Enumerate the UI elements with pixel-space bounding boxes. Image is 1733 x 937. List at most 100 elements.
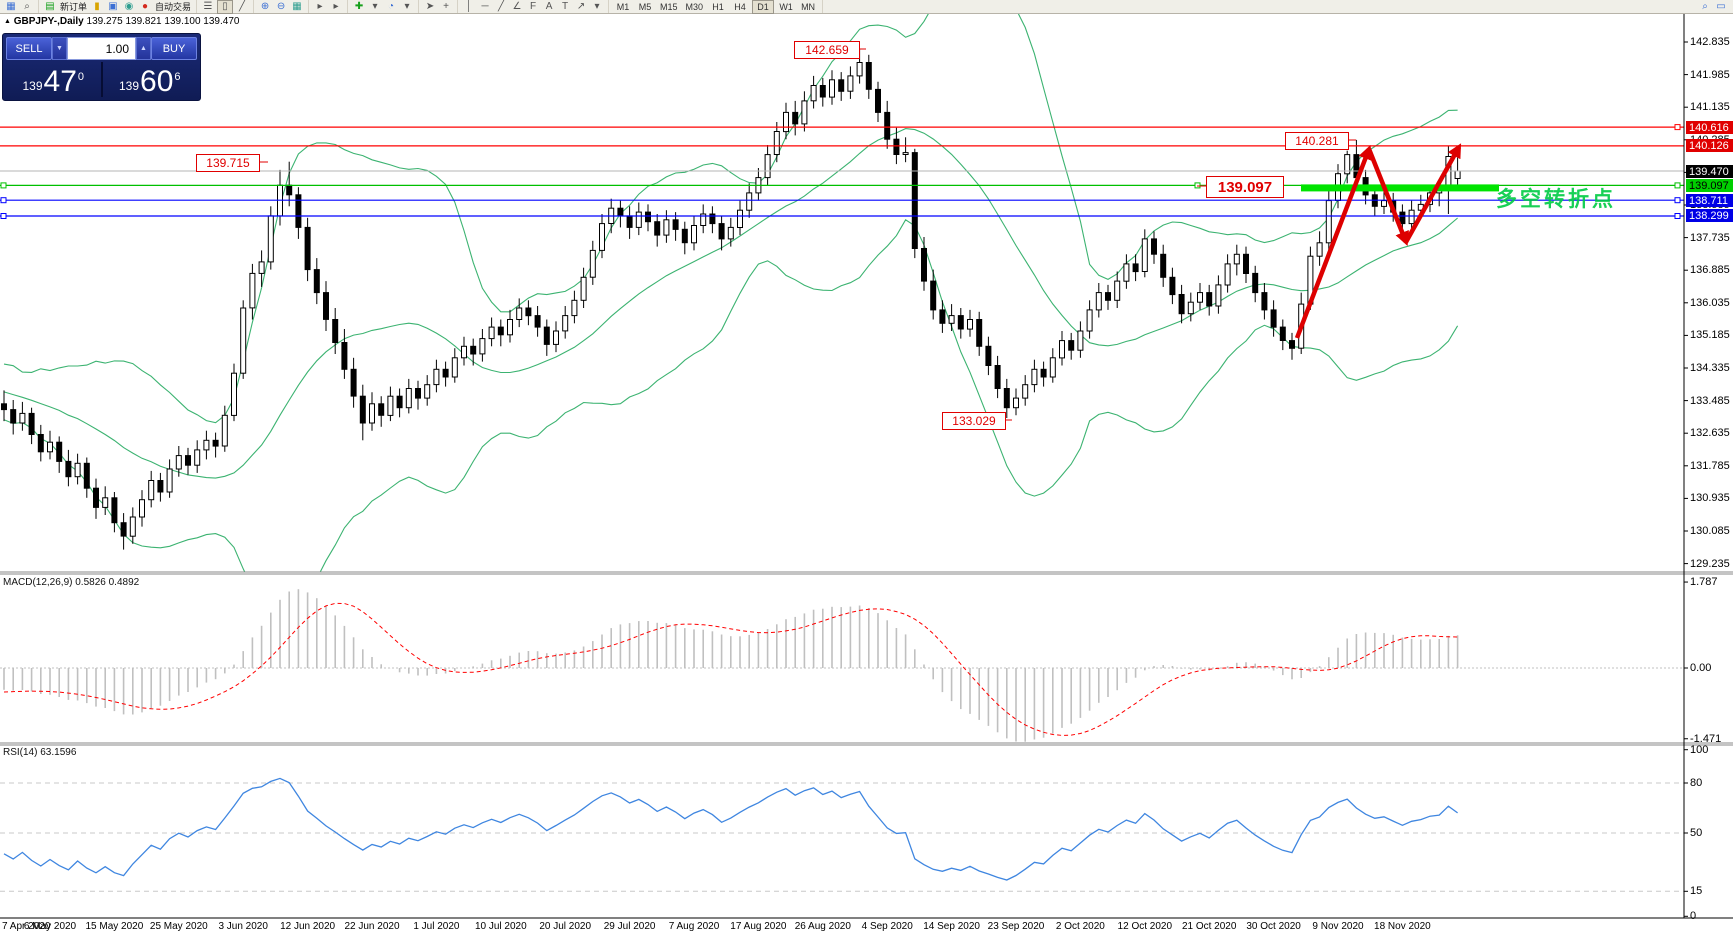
main-toolbar: ▦ ⌕ ▤ 新订单 ▮ ▣ ◉ ● 自动交易 ☰ ▯ ╱ ⊕ ⊖ ▦ ▸ ▸ ✚ ▾ ◔ ▾ ➤ + │ ─ ╱ ∠ F A T ↗ ▾ M1 M… [0, 0, 1733, 14]
market-watch-icon[interactable]: ⌕ [24, 0, 30, 12]
mql-cloud-icon[interactable]: ▣ [108, 0, 118, 12]
zoom-in-icon[interactable]: ⊕ [260, 0, 270, 12]
one-click-trading-panel: SELL ▼ 1.00 ▲ BUY 139 47 0 139 60 6 [2, 33, 201, 101]
macd-label: MACD(12,26,9) 0.5826 0.4892 [3, 577, 140, 588]
price-tick: 137.735 [1690, 232, 1730, 244]
support-highlight-bar[interactable] [1301, 184, 1499, 192]
buy-button[interactable]: BUY [151, 37, 197, 60]
date-tick: 4 Sep 2020 [861, 921, 913, 932]
text-icon[interactable]: A [545, 0, 553, 12]
date-tick: 10 Jul 2020 [474, 921, 527, 932]
tile-windows-icon[interactable]: ▦ [292, 0, 302, 12]
price-callout-140.281[interactable]: 140.281 [1285, 132, 1349, 150]
rsi-tick: 100 [1690, 744, 1709, 756]
line-handle[interactable] [1674, 197, 1681, 204]
price-tick: 134.335 [1690, 362, 1730, 374]
sell-price-display[interactable]: 139 47 0 [6, 62, 103, 97]
line-handle[interactable] [1674, 182, 1681, 189]
candlestick-chart-icon[interactable]: ▯ [217, 0, 234, 14]
price-badge-138.299: 138.299 [1686, 209, 1733, 222]
date-tick: 25 May 2020 [149, 921, 208, 932]
line-handle[interactable] [1674, 213, 1681, 219]
crosshair-icon[interactable]: + [443, 0, 449, 12]
autotrade-icon[interactable]: ● [141, 0, 149, 12]
main-price-pane[interactable] [0, 0, 1684, 627]
timeframe-MN[interactable]: MN [801, 1, 816, 12]
zoom-out-icon[interactable]: ⊖ [276, 0, 286, 12]
lot-increase-button[interactable]: ▲ [136, 37, 151, 60]
rsi-tick: 50 [1690, 827, 1703, 839]
text-label-icon[interactable]: T [561, 0, 569, 12]
price-callout-133.029[interactable]: 133.029 [942, 412, 1006, 430]
arrows-dropdown-icon[interactable]: ▾ [594, 0, 600, 12]
autotrade-icon-label: 自动交易 [155, 2, 192, 12]
timeframe-M1[interactable]: M1 [616, 1, 630, 12]
trend-arrow-2[interactable] [1366, 148, 1409, 247]
timeframe-D1[interactable]: D1 [752, 0, 775, 14]
signals-icon[interactable]: ◉ [124, 0, 134, 12]
price-callout-139.097[interactable]: 139.097 [1206, 176, 1284, 198]
price-tick: 141.985 [1690, 69, 1730, 81]
price-callout-139.715[interactable]: 139.715 [196, 154, 260, 172]
date-tick: 9 Nov 2020 [1312, 921, 1364, 932]
new-order-icon[interactable]: ▤ [45, 0, 55, 12]
auto-scroll-icon[interactable]: ▸ [317, 0, 323, 12]
vertical-line-icon[interactable]: │ [465, 0, 473, 12]
arrows-tool-icon[interactable]: ↗ [576, 0, 586, 12]
line-chart-icon[interactable]: ╱ [239, 0, 246, 12]
chart-collapse-icon[interactable]: ▲ [4, 18, 11, 25]
date-tick: 17 Aug 2020 [730, 921, 787, 932]
chat-icon[interactable]: ▭ [1716, 0, 1726, 12]
price-tick: 135.185 [1690, 329, 1730, 341]
chart-shift-icon[interactable]: ▸ [333, 0, 339, 12]
date-tick: 30 Oct 2020 [1246, 921, 1301, 932]
trendline-icon[interactable]: ╱ [498, 0, 505, 12]
price-badge-140.126: 140.126 [1686, 139, 1733, 152]
cursor-icon[interactable]: ➤ [425, 0, 435, 12]
indicators-dropdown-icon[interactable]: ▾ [372, 0, 378, 12]
line-handle[interactable] [1194, 182, 1201, 189]
date-tick: 1 Jul 2020 [413, 921, 460, 932]
search-icon[interactable]: ⌕ [1702, 0, 1708, 12]
rsi-tick: 0 [1690, 910, 1697, 922]
buy-price-display[interactable]: 139 60 6 [118, 65, 181, 98]
price-callout-142.659[interactable]: 142.659 [794, 41, 860, 59]
price-tick: 130.085 [1690, 525, 1730, 537]
rsi-tick: 15 [1690, 885, 1703, 897]
line-handle[interactable] [0, 213, 7, 219]
gold-icon[interactable]: ▮ [94, 0, 100, 12]
date-tick: 7 Aug 2020 [668, 921, 720, 932]
lot-decrease-button[interactable]: ▼ [52, 37, 67, 60]
line-handle[interactable] [0, 182, 7, 189]
price-tick: 142.835 [1690, 36, 1730, 48]
channel-icon[interactable]: ∠ [512, 0, 522, 12]
horizontal-line-icon[interactable]: ─ [481, 0, 489, 12]
trend-arrow-3[interactable] [1404, 143, 1462, 244]
fibonacci-icon[interactable]: F [529, 0, 537, 12]
trend-arrow-1[interactable] [1294, 144, 1373, 339]
candles [1, 48, 1461, 550]
window-layout-icon[interactable]: ▦ [6, 0, 16, 12]
date-tick: 22 Jun 2020 [344, 921, 400, 932]
periods-dropdown-icon[interactable]: ▾ [404, 0, 410, 12]
indicators-icon[interactable]: ✚ [354, 0, 364, 12]
price-tick: 141.135 [1690, 101, 1730, 113]
sell-button[interactable]: SELL [6, 37, 52, 60]
bollinger-lower-band [3, 219, 1459, 572]
bar-chart-icon[interactable]: ☰ [203, 0, 213, 12]
lot-size-input[interactable]: 1.00 [67, 37, 136, 60]
line-handle[interactable] [0, 197, 7, 204]
price-tick: 136.035 [1690, 297, 1730, 309]
line-handle[interactable] [1674, 124, 1681, 131]
timeframe-M30[interactable]: M30 [685, 1, 704, 12]
timeframe-M15[interactable]: M15 [660, 1, 678, 12]
price-tick: 129.235 [1690, 558, 1730, 570]
periods-icon[interactable]: ◔ [388, 0, 395, 12]
timeframe-H4[interactable]: H4 [734, 1, 746, 12]
date-tick: 15 May 2020 [85, 921, 144, 932]
timeframe-M5[interactable]: M5 [638, 1, 652, 12]
timeframe-W1[interactable]: W1 [779, 1, 793, 12]
macd-pane [0, 589, 1684, 742]
timeframe-H1[interactable]: H1 [712, 1, 724, 12]
